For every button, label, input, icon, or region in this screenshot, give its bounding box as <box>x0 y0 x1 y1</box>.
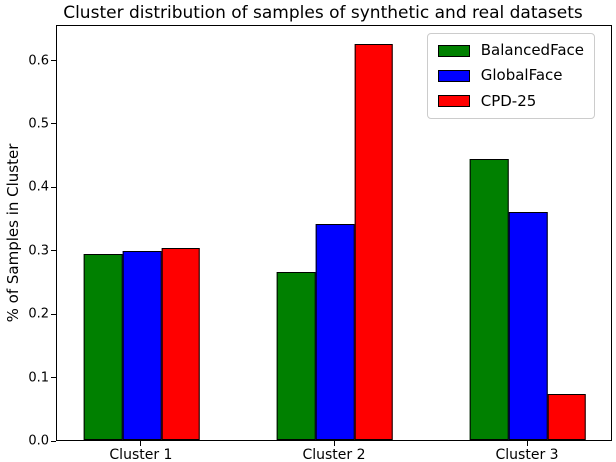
y-tick-mark <box>51 60 56 61</box>
y-tick-label: 0.2 <box>28 306 49 322</box>
y-tick-mark <box>51 313 56 315</box>
x-tick-label-cluster-1: Cluster 1 <box>109 447 173 462</box>
plot-area: BalancedFace GlobalFace CPD-25 <box>56 25 612 441</box>
y-tick-label: 0.1 <box>28 370 49 386</box>
y-tick-label: 0.6 <box>28 53 49 68</box>
y-tick-label: 0.5 <box>28 116 49 132</box>
legend-label: GlobalFace <box>480 66 563 85</box>
y-tick-mark <box>51 377 56 379</box>
bar-cpd-25-cluster-3 <box>547 393 586 440</box>
bar-globalface-cluster-2 <box>315 224 355 440</box>
y-tick-mark <box>51 440 56 442</box>
bar-cpd-25-cluster-1 <box>161 247 200 440</box>
bar-globalface-cluster-3 <box>508 211 548 440</box>
x-tick-label-cluster-2: Cluster 2 <box>302 447 366 462</box>
y-tick-label: 0.4 <box>28 179 49 195</box>
legend-item-cpd-25: CPD-25 <box>437 91 584 110</box>
legend-swatch-icon <box>437 69 470 82</box>
bar-globalface-cluster-1 <box>122 251 162 440</box>
y-tick-mark <box>51 123 56 125</box>
x-tick-label-cluster-3: Cluster 3 <box>495 447 559 462</box>
legend-label: CPD-25 <box>480 91 537 110</box>
legend-label: BalancedFace <box>480 41 584 59</box>
bar-balancedface-cluster-2 <box>277 271 316 440</box>
legend-item-balancedface: BalancedFace <box>437 41 584 59</box>
y-tick-mark <box>51 186 56 188</box>
y-tick-label: 0.3 <box>28 243 49 259</box>
bar-balancedface-cluster-1 <box>84 254 123 440</box>
x-tick-mark <box>526 441 528 446</box>
bar-balancedface-cluster-3 <box>470 159 509 440</box>
x-tick-mark <box>333 441 335 446</box>
bar-cpd-25-cluster-2 <box>354 43 393 440</box>
chart-title: Cluster distribution of samples of synth… <box>63 3 583 23</box>
legend-item-globalface: GlobalFace <box>437 66 584 85</box>
y-tick-label: 0.0 <box>28 433 49 449</box>
legend: BalancedFace GlobalFace CPD-25 <box>426 33 595 119</box>
legend-swatch-icon <box>437 44 470 57</box>
legend-swatch-icon <box>437 95 470 108</box>
x-tick-mark <box>140 441 142 446</box>
y-axis-label: % of Samples in Cluster <box>4 143 22 323</box>
y-tick-mark <box>51 250 56 252</box>
